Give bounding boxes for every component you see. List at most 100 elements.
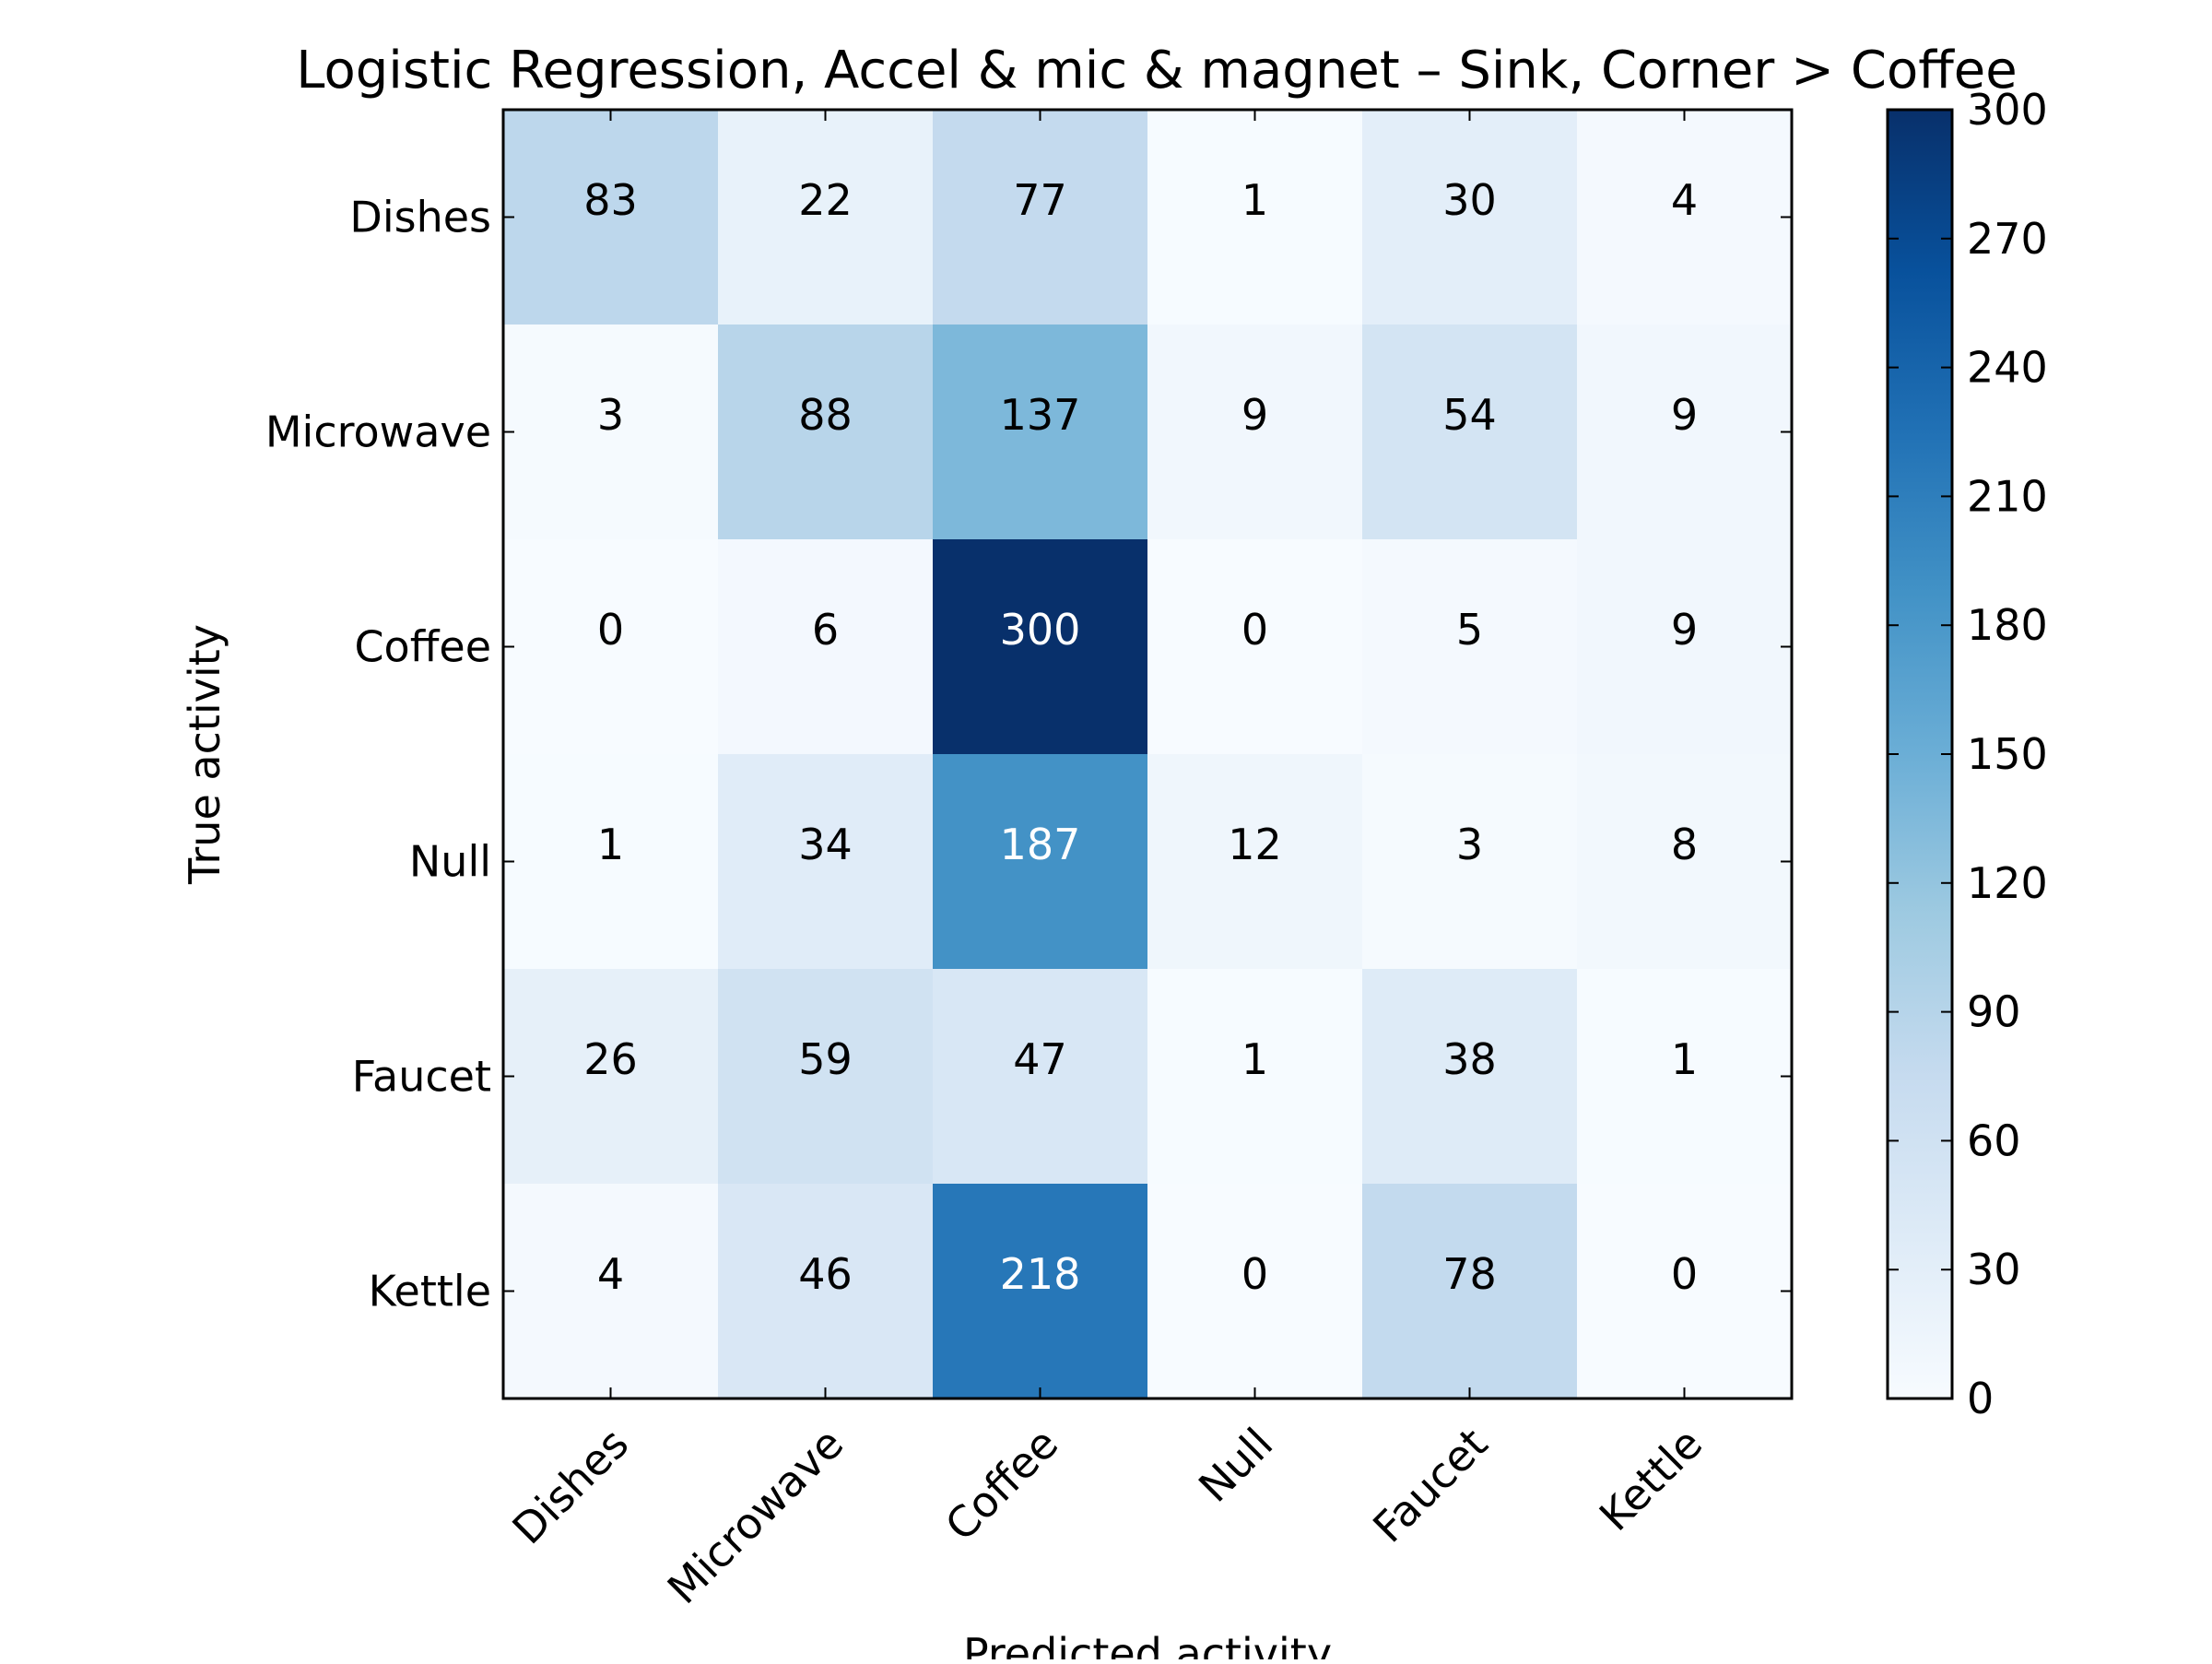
colorbar-ticks: 0 30 60 90 120 150 180 210 240 270 300 <box>1888 85 2048 1423</box>
heatmap-cell <box>1362 1184 1578 1399</box>
y-tick-label: Microwave <box>265 407 491 457</box>
colorbar-tick-label: 180 <box>1967 600 2048 650</box>
x-tick-label: Coffee <box>935 1419 1067 1551</box>
x-tick-label: Null <box>1189 1419 1282 1512</box>
cell-value-label: 1 <box>597 820 624 869</box>
heatmap-cell <box>1147 754 1363 970</box>
heatmap-cells <box>503 110 1793 1399</box>
cell-value-label: 137 <box>1000 390 1081 440</box>
cell-value-label: 34 <box>798 820 853 869</box>
y-tick-label: Coffee <box>354 622 491 672</box>
heatmap-cell <box>1147 110 1363 325</box>
heatmap-cell <box>1147 539 1363 755</box>
cell-value-label: 54 <box>1442 390 1497 440</box>
heatmap-cell <box>933 1184 1148 1399</box>
colorbar-tick-label: 210 <box>1967 471 2048 521</box>
heatmap-cell <box>503 754 719 970</box>
heatmap-cell <box>1577 1184 1793 1399</box>
cell-value-label: 26 <box>583 1034 638 1084</box>
y-tick-label: Kettle <box>369 1267 491 1316</box>
heatmap-cell <box>933 969 1148 1185</box>
heatmap-cell <box>718 969 934 1185</box>
cell-value-label: 9 <box>1241 390 1268 440</box>
heatmap-cell <box>503 325 719 540</box>
cell-value-label: 1 <box>1671 1034 1698 1084</box>
heatmap-cell <box>1362 539 1578 755</box>
colorbar-tick-label: 270 <box>1967 214 2048 264</box>
cell-value-label: 218 <box>1000 1249 1081 1299</box>
heatmap-cell <box>933 539 1148 755</box>
heatmap-cell <box>503 969 719 1185</box>
heatmap-cell <box>718 539 934 755</box>
cell-value-label: 0 <box>1671 1249 1698 1299</box>
heatmap-cell <box>933 110 1148 325</box>
cell-value-label: 4 <box>597 1249 624 1299</box>
heatmap-cell <box>1147 969 1363 1185</box>
cell-value-label: 9 <box>1671 605 1698 655</box>
cell-value-label: 59 <box>798 1034 853 1084</box>
cell-value-label: 83 <box>583 175 638 225</box>
chart-title: Logistic Regression, Accel & mic & magne… <box>296 41 2017 100</box>
cell-value-label: 12 <box>1228 820 1282 869</box>
colorbar-tick-label: 300 <box>1967 85 2048 135</box>
x-tick-label: Microwave <box>658 1419 853 1614</box>
y-tick-label: Faucet <box>352 1052 491 1102</box>
heatmap-cell <box>1577 539 1793 755</box>
cell-value-label: 88 <box>798 390 853 440</box>
heatmap-cell <box>933 754 1148 970</box>
cell-value-label: 187 <box>1000 820 1081 869</box>
cell-value-label: 78 <box>1442 1249 1497 1299</box>
cell-value-label: 0 <box>1241 1249 1268 1299</box>
y-tick-label: Dishes <box>349 193 491 242</box>
cell-value-label: 3 <box>597 390 624 440</box>
heatmap-cell <box>503 110 719 325</box>
cell-value-label: 77 <box>1013 175 1067 225</box>
colorbar-tick-label: 60 <box>1967 1115 2021 1165</box>
heatmap-cell <box>1147 325 1363 540</box>
heatmap-cell <box>718 110 934 325</box>
heatmap-cell <box>1362 754 1578 970</box>
heatmap-cell <box>1362 969 1578 1185</box>
cell-value-label: 9 <box>1671 390 1698 440</box>
cell-value-label: 30 <box>1442 175 1497 225</box>
cell-value-label: 22 <box>798 175 853 225</box>
heatmap-cell <box>933 325 1148 540</box>
axis-ticks <box>503 110 1792 1398</box>
cell-value-label: 8 <box>1671 820 1698 869</box>
cell-value-label: 46 <box>798 1249 853 1299</box>
heatmap-cell <box>1577 754 1793 970</box>
heatmap-cell <box>718 325 934 540</box>
heatmap-cell <box>1362 325 1578 540</box>
cell-value-label: 6 <box>812 605 839 655</box>
cell-value-label: 4 <box>1671 175 1698 225</box>
heatmap-cell <box>718 754 934 970</box>
x-tick-label: Dishes <box>502 1419 638 1554</box>
cell-value-label: 1 <box>1241 175 1268 225</box>
heatmap-cell <box>1577 969 1793 1185</box>
heatmap-cell <box>718 1184 934 1399</box>
x-tick-label: Faucet <box>1363 1419 1497 1552</box>
heatmap-cell <box>1577 325 1793 540</box>
heatmap-cell <box>1577 110 1793 325</box>
cell-value-label: 38 <box>1442 1034 1497 1084</box>
cell-value-labels: 83 22 77 1 30 43 88 137 9 54 90 6 300 0 5 91 34 187 12 3 826… <box>583 175 1698 1299</box>
colorbar-tick-label: 240 <box>1967 343 2048 393</box>
x-tick-label: Kettle <box>1590 1419 1712 1540</box>
x-tick-labels: Dishes Microwave Coffee Null Faucet Kettle <box>502 1419 1712 1614</box>
colorbar-tick-label: 0 <box>1967 1374 1994 1423</box>
colorbar-tick-label: 90 <box>1967 987 2021 1037</box>
cell-value-label: 0 <box>597 605 624 655</box>
colorbar-tick-label: 150 <box>1967 729 2048 779</box>
y-tick-label: Null <box>409 837 491 887</box>
cell-value-label: 47 <box>1013 1034 1067 1084</box>
colorbar-tick-label: 30 <box>1967 1245 2021 1294</box>
y-tick-labels: Dishes Microwave Coffee Null Faucet Kettle <box>265 193 491 1316</box>
heatmap-cell <box>503 539 719 755</box>
cell-value-label: 5 <box>1456 605 1483 655</box>
x-axis-label: Predicted activity <box>963 1629 1332 1659</box>
cell-value-label: 1 <box>1241 1034 1268 1084</box>
heatmap-cell <box>1147 1184 1363 1399</box>
heatmap-cell <box>1362 110 1578 325</box>
